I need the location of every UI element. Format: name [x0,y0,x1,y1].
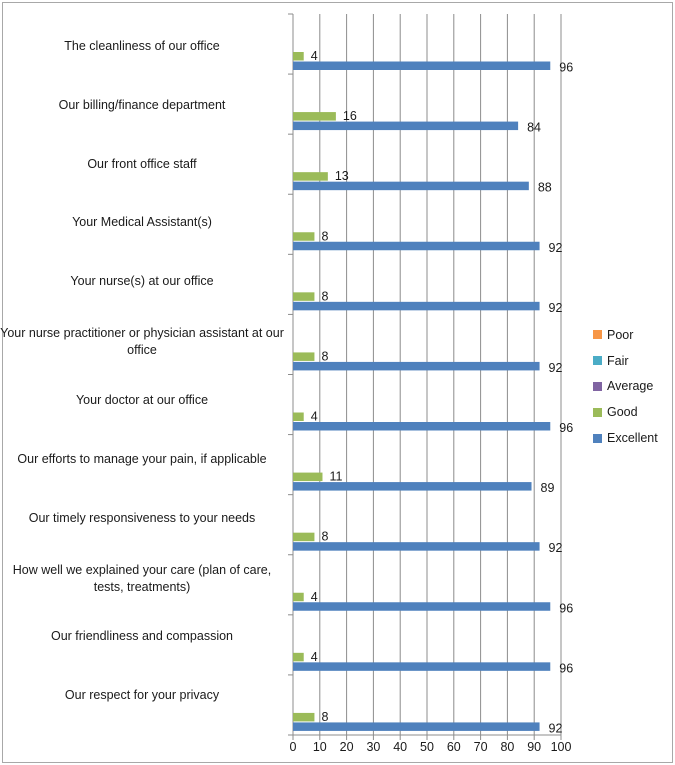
x-tick-label: 50 [420,740,434,754]
data-label-excellent: 96 [559,601,573,615]
category-label: The cleanliness of our office [64,39,220,53]
bar-excellent [293,61,551,70]
legend-swatch [593,433,602,443]
data-label-good: 4 [311,410,318,424]
x-tick-label: 40 [393,740,407,754]
data-label-excellent: 92 [549,541,563,555]
data-label-good: 8 [321,289,328,303]
legend-item: Excellent [593,425,658,451]
category-label: Our respect for your privacy [64,688,220,702]
category-label: Our friendliness and compassion [50,629,234,643]
data-label-good: 8 [321,710,328,724]
data-label-excellent: 88 [538,181,552,195]
x-tick-label: 30 [366,740,380,754]
bar-good [293,472,323,482]
legend-swatch [593,330,602,340]
legend-item: Fair [593,348,658,374]
legend-swatch [593,381,602,391]
bar-excellent [293,602,551,611]
bar-good [293,352,315,361]
data-label-good: 16 [343,109,357,123]
bar-excellent [293,301,540,311]
bar-good [293,52,304,61]
bar-excellent [293,722,540,731]
x-tick-label: 90 [527,740,541,754]
bar-excellent [293,662,551,671]
data-label-excellent: 96 [559,421,573,435]
data-label-excellent: 92 [549,721,563,735]
bar-good [293,292,315,301]
category-label: Our billing/finance department [58,98,226,112]
category-label: How well we explained your care (plan of… [12,563,272,594]
data-label-excellent: 96 [559,61,573,75]
data-label-excellent: 92 [549,301,563,315]
legend-label: Good [607,405,638,420]
x-tick-label: 10 [313,740,327,754]
legend-swatch [593,356,602,366]
data-label-excellent: 96 [559,661,573,675]
bar-good [293,112,336,121]
bar-excellent [293,482,532,491]
legend-swatch [593,407,602,417]
data-label-excellent: 84 [527,121,541,135]
bar-good [293,232,315,241]
data-label-good: 8 [321,530,328,544]
legend-item: Average [593,374,658,400]
x-tick-label: 20 [340,740,354,754]
legend-label: Average [607,379,654,394]
data-label-good: 13 [335,169,349,183]
bar-good [293,592,304,602]
legend-label: Excellent [607,431,658,446]
data-label-good: 8 [321,229,328,243]
data-label-good: 4 [311,650,318,664]
category-label: Our front office staff [87,157,197,171]
bar-good [293,172,328,181]
category-label: Your nurse(s) at our office [70,274,214,288]
bar-excellent [293,181,529,191]
bar-excellent [293,121,519,131]
x-tick-label: 60 [447,740,461,754]
category-label: Our efforts to manage your pain, if appl… [17,452,267,466]
bar-excellent [293,542,540,551]
x-tick-label: 70 [474,740,488,754]
x-tick-label: 80 [500,740,514,754]
bar-excellent [293,422,551,431]
x-tick-label: 100 [551,740,572,754]
bar-good [293,712,315,722]
category-label: Your nurse practitioner or physician ass… [0,326,284,357]
data-label-good: 11 [329,470,342,484]
data-label-good: 4 [311,49,318,63]
category-label: Our timely responsiveness to your needs [28,511,256,525]
bar-good [293,412,304,421]
category-label: Your Medical Assistant(s) [72,215,212,229]
category-label: Your doctor at our office [75,393,209,407]
legend-item: Good [593,399,658,425]
bar-good [293,652,304,662]
bar-good [293,532,315,542]
legend-label: Fair [607,353,629,368]
legend-item: Poor [593,322,658,348]
legend: Poor Fair Average Good Excellent [593,322,658,451]
legend-label: Poor [607,327,634,342]
data-label-excellent: 92 [549,241,563,255]
data-label-excellent: 89 [541,481,555,495]
x-tick-label: 0 [290,740,297,754]
bar-excellent [293,241,540,251]
bar-excellent [293,361,540,371]
data-label-good: 8 [321,349,328,363]
data-label-excellent: 92 [549,361,563,375]
data-label-good: 4 [311,590,318,604]
